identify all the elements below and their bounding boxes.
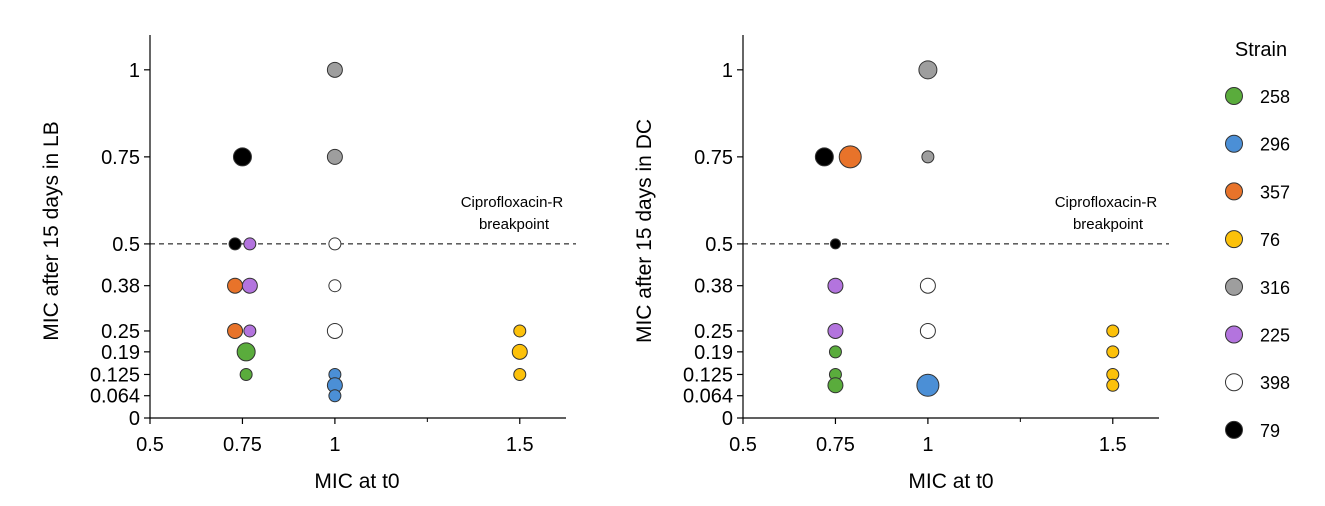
x-tick-label: 1 — [922, 434, 933, 456]
y-tick-label: 0.125 — [90, 364, 140, 386]
y-tick-label: 1 — [722, 60, 733, 82]
data-point-strain-398 — [326, 322, 343, 339]
data-point-strain-398 — [328, 279, 342, 293]
breakpoint-label-line2: breakpoint — [479, 216, 550, 233]
y-tick-label: 0.5 — [705, 234, 733, 256]
data-point-strain-76 — [511, 343, 528, 360]
legend-label-357: 357 — [1260, 182, 1290, 202]
legend-title: Strain — [1235, 39, 1287, 61]
legend-marker-398 — [1225, 373, 1243, 392]
data-point-strain-76 — [1106, 367, 1120, 381]
legend-marker-258 — [1225, 87, 1243, 105]
chart-panel-dc: MIC after 15 days in DC MIC at t0 Ciprof… — [633, 35, 1169, 493]
data-point-strain-225 — [243, 324, 257, 338]
y-tick-label: 0 — [722, 408, 733, 430]
x-axis-title: MIC at t0 — [314, 470, 399, 493]
breakpoint-label-line2: breakpoint — [1073, 216, 1144, 233]
y-tick-label: 0.38 — [101, 276, 140, 298]
data-point-strain-258 — [239, 367, 253, 381]
x-axis-title: MIC at t0 — [908, 470, 993, 493]
y-tick-label: 0.25 — [101, 321, 140, 343]
x-tick-label: 1.5 — [506, 434, 534, 456]
data-point-strain-316 — [921, 150, 935, 164]
data-point-strain-316 — [326, 148, 343, 165]
legend-label-316: 316 — [1260, 278, 1290, 298]
data-point-strain-79 — [814, 147, 834, 167]
y-tick-label: 0.064 — [90, 386, 140, 408]
data-point-strain-258 — [236, 342, 256, 362]
data-point-strain-225 — [827, 322, 844, 339]
x-tick-label: 1 — [329, 434, 340, 456]
y-tick-label: 0.75 — [694, 147, 733, 169]
data-point-strain-357 — [227, 322, 244, 339]
breakpoint-label-line1: Ciprofloxacin-R — [1055, 194, 1158, 211]
legend-label-296: 296 — [1260, 135, 1290, 155]
data-point-strain-316 — [918, 60, 938, 80]
data-point-strain-76 — [513, 367, 527, 381]
legend-marker-296 — [1225, 134, 1243, 153]
y-tick-label: 0 — [129, 408, 140, 430]
legend-label-76: 76 — [1260, 230, 1280, 250]
y-axis-title: MIC after 15 days in LB — [40, 121, 63, 340]
y-tick-label: 0.19 — [694, 342, 733, 364]
data-point-strain-398 — [919, 322, 936, 339]
data-point-strain-258 — [828, 345, 842, 359]
legend-marker-357 — [1225, 182, 1243, 201]
legend-marker-79 — [1225, 420, 1243, 439]
legend-label-398: 398 — [1260, 373, 1290, 393]
data-point-strain-357 — [838, 145, 862, 169]
data-point-strain-225 — [241, 277, 258, 294]
data-point-strain-316 — [326, 61, 343, 78]
chart-panel-lb: MIC after 15 days in LB MIC at t0 Ciprof… — [40, 35, 576, 493]
data-point-strain-79 — [228, 237, 242, 251]
x-tick-label: 0.75 — [816, 434, 855, 456]
data-point-strain-79 — [232, 147, 252, 167]
data-point-strain-398 — [328, 237, 342, 251]
y-tick-label: 0.75 — [101, 147, 140, 169]
y-tick-label: 0.25 — [694, 321, 733, 343]
data-point-strain-357 — [227, 277, 244, 294]
legend-label-79: 79 — [1260, 421, 1280, 441]
data-point-strain-79 — [829, 238, 841, 250]
y-tick-label: 0.064 — [683, 386, 733, 408]
data-point-strain-296 — [328, 389, 342, 403]
legend-label-225: 225 — [1260, 326, 1290, 346]
y-axis-title: MIC after 15 days in DC — [633, 119, 656, 343]
data-point-strain-225 — [243, 237, 257, 251]
breakpoint-label-line1: Ciprofloxacin-R — [461, 194, 564, 211]
data-point-strain-76 — [513, 324, 527, 338]
legend-marker-76 — [1225, 230, 1243, 249]
data-point-strain-258 — [827, 377, 844, 394]
data-point-strain-76 — [1106, 378, 1120, 392]
y-tick-label: 0.38 — [694, 276, 733, 298]
legend: Strain 258 296 357 76 316 225 398 79 — [1225, 39, 1290, 441]
y-tick-label: 0.19 — [101, 342, 140, 364]
y-tick-label: 1 — [129, 60, 140, 82]
x-tick-label: 0.5 — [136, 434, 164, 456]
y-tick-label: 0.5 — [112, 234, 140, 256]
data-point-strain-225 — [827, 277, 844, 294]
y-tick-label: 0.125 — [683, 364, 733, 386]
data-point-strain-398 — [919, 277, 936, 294]
legend-marker-316 — [1225, 277, 1243, 296]
legend-label-258: 258 — [1260, 87, 1290, 107]
x-tick-label: 1.5 — [1099, 434, 1127, 456]
data-point-strain-76 — [1106, 324, 1120, 338]
legend-marker-225 — [1225, 325, 1243, 344]
x-tick-label: 0.75 — [223, 434, 262, 456]
x-tick-label: 0.5 — [729, 434, 757, 456]
data-point-strain-296 — [916, 373, 940, 397]
data-point-strain-76 — [1106, 345, 1120, 359]
